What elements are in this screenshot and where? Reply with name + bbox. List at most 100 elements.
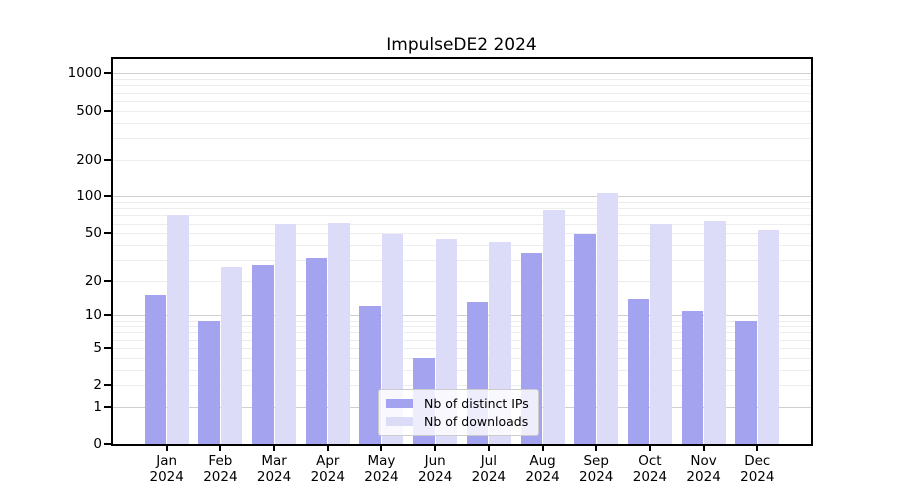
minor-gridline — [113, 357, 811, 359]
x-tick-year: 2024 — [149, 469, 184, 485]
x-tick-year: 2024 — [740, 469, 775, 485]
x-tick-year: 2024 — [256, 469, 292, 485]
minor-gridline — [113, 202, 811, 204]
y-tick-label: 100 — [76, 188, 102, 205]
bar-nov-distinct-ips — [681, 310, 704, 444]
x-tick-mark — [380, 446, 383, 451]
bar-nov-downloads — [704, 220, 726, 444]
y-tick-label: 10 — [84, 307, 102, 324]
minor-gridline — [113, 215, 811, 217]
x-tick-label: Dec 2024 — [727, 453, 787, 485]
minor-gridline — [113, 208, 811, 210]
minor-gridline — [113, 385, 811, 387]
major-gridline — [113, 315, 811, 317]
y-tick-label: 200 — [76, 151, 102, 168]
minor-gridline — [113, 244, 811, 246]
y-tick-label: 500 — [76, 102, 102, 119]
x-tick-month: May — [367, 453, 396, 469]
y-tick-label: 20 — [84, 272, 102, 289]
x-tick-year: 2024 — [525, 469, 560, 485]
legend-swatch-distinct-ips — [386, 399, 413, 408]
legend-label-downloads: Nb of downloads — [424, 414, 529, 429]
x-tick-label: Feb 2024 — [190, 453, 250, 485]
x-tick-label: Mar 2024 — [244, 453, 304, 485]
x-tick-month: Dec — [744, 453, 771, 469]
bar-sep-distinct-ips — [574, 234, 596, 444]
y-tick-label: 1000 — [67, 65, 102, 82]
minor-gridline — [113, 137, 811, 139]
x-tick-label: Jan 2024 — [137, 453, 197, 485]
bar-mar-distinct-ips — [252, 265, 274, 444]
bar-mar-downloads — [274, 223, 297, 444]
x-tick-year: 2024 — [579, 469, 614, 485]
legend-item-distinct-ips: Nb of distinct IPs — [386, 396, 529, 411]
x-tick-label: Sep 2024 — [566, 453, 626, 485]
x-tick-mark — [434, 446, 437, 451]
x-tick-year: 2024 — [632, 469, 668, 485]
x-tick-mark — [165, 446, 168, 451]
x-tick-mark — [326, 446, 329, 451]
legend-item-downloads: Nb of downloads — [386, 414, 529, 429]
bar-sep-downloads — [596, 192, 619, 444]
x-tick-label: Aug 2024 — [513, 453, 573, 485]
x-tick-mark — [595, 446, 598, 451]
minor-gridline — [113, 339, 811, 341]
x-tick-year: 2024 — [471, 469, 507, 485]
minor-gridline — [113, 320, 811, 322]
minor-gridline — [113, 92, 811, 94]
minor-gridline — [113, 159, 811, 161]
minor-gridline — [113, 332, 811, 334]
y-tick-label: 0 — [93, 436, 102, 452]
minor-gridline — [113, 233, 811, 235]
x-tick-mark — [541, 446, 544, 451]
x-tick-month: Sep — [583, 453, 609, 469]
minor-gridline — [113, 122, 811, 124]
x-tick-month: Jun — [424, 453, 446, 469]
bar-aug-downloads — [543, 210, 565, 444]
bar-jan-distinct-ips — [144, 295, 167, 444]
major-gridline — [113, 196, 811, 198]
minor-gridline — [113, 110, 811, 112]
legend: Nb of distinct IPs Nb of downloads — [378, 389, 539, 436]
x-tick-label: May 2024 — [351, 453, 411, 485]
x-tick-month: Aug — [529, 453, 556, 469]
bar-dec-downloads — [757, 230, 780, 444]
minor-gridline — [113, 326, 811, 328]
minor-gridline — [113, 347, 811, 349]
x-tick-label: Nov 2024 — [674, 453, 734, 485]
minor-gridline — [113, 259, 811, 261]
bar-apr-downloads — [328, 222, 350, 444]
bar-dec-distinct-ips — [735, 320, 757, 444]
legend-swatch-downloads — [386, 417, 413, 426]
minor-gridline — [113, 223, 811, 225]
x-tick-mark — [702, 446, 705, 451]
x-tick-label: Jun 2024 — [405, 453, 465, 485]
x-tick-year: 2024 — [364, 469, 399, 485]
minor-gridline — [113, 79, 811, 81]
x-tick-mark — [756, 446, 759, 451]
x-tick-month: Nov — [690, 453, 717, 469]
x-tick-label: Apr 2024 — [298, 453, 358, 485]
x-tick-year: 2024 — [686, 469, 721, 485]
bar-apr-distinct-ips — [305, 258, 328, 444]
x-tick-label: Jul 2024 — [459, 453, 519, 485]
x-tick-month: Feb — [208, 453, 233, 469]
minor-gridline — [113, 369, 811, 371]
bar-may-distinct-ips — [359, 306, 381, 444]
bar-jan-downloads — [167, 214, 189, 444]
x-tick-mark — [219, 446, 222, 451]
x-tick-month: Jul — [480, 453, 497, 469]
minor-gridline — [113, 100, 811, 102]
y-tick-label: 50 — [84, 225, 102, 242]
y-tick-label: 2 — [93, 377, 102, 394]
minor-gridline — [113, 280, 811, 282]
x-tick-year: 2024 — [417, 469, 453, 485]
bar-oct-distinct-ips — [627, 298, 650, 444]
x-tick-year: 2024 — [203, 469, 238, 485]
chart-title: ImpulseDE2 2024 — [386, 35, 537, 55]
major-gridline — [113, 73, 811, 75]
x-tick-month: Jan — [156, 453, 178, 469]
y-tick-label: 1 — [93, 398, 102, 415]
x-tick-label: Oct 2024 — [620, 453, 680, 485]
y-tick-label: 5 — [93, 339, 102, 356]
